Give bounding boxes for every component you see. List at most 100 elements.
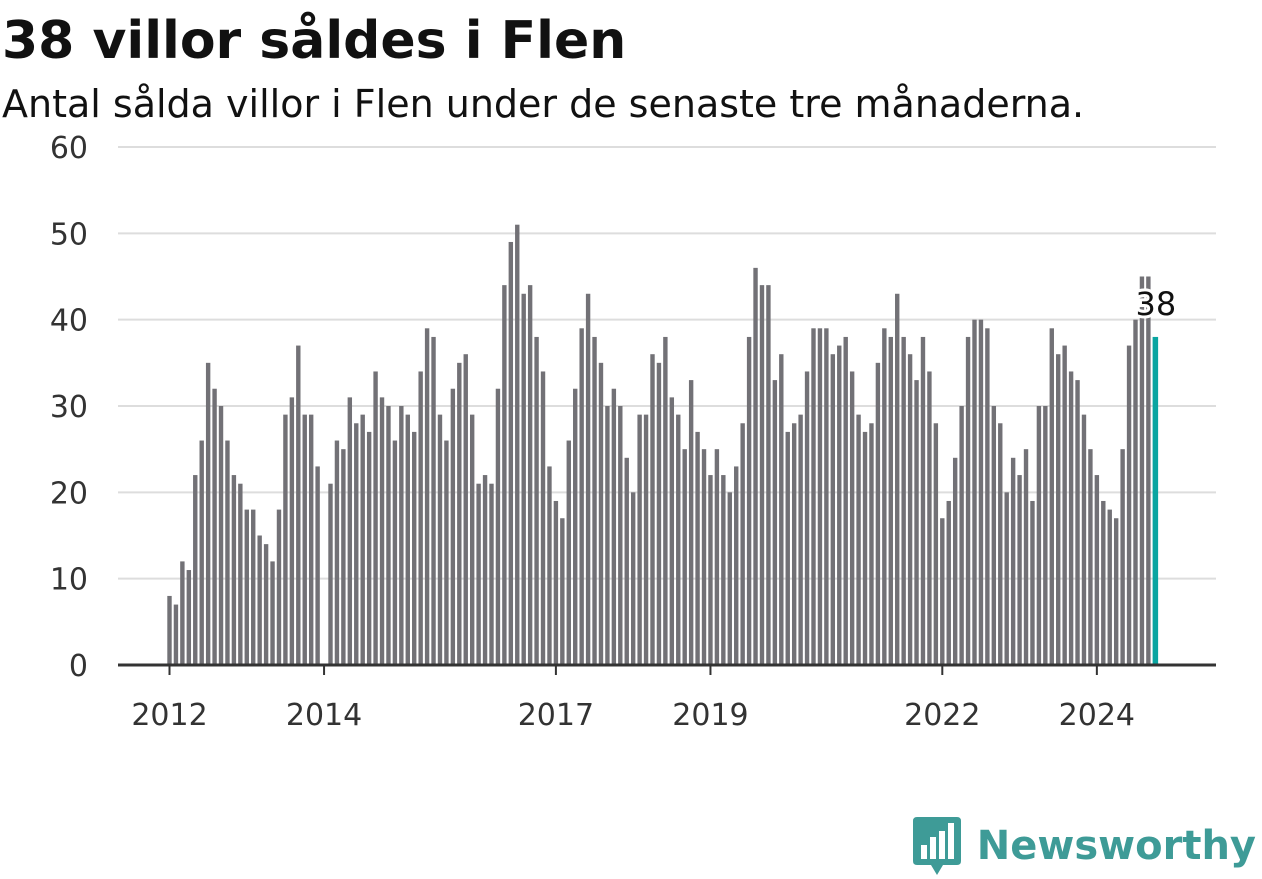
bar bbox=[721, 475, 726, 665]
x-tick-label: 2017 bbox=[518, 698, 594, 733]
bar bbox=[785, 431, 790, 665]
bar bbox=[399, 406, 404, 665]
bar-highlight bbox=[1152, 336, 1159, 665]
x-axis-tick-labels: 2012 2014 2017 2019 2022 2024 bbox=[131, 698, 1135, 733]
bar bbox=[482, 475, 488, 665]
bar bbox=[579, 328, 584, 665]
bar bbox=[972, 319, 977, 665]
bar bbox=[1056, 354, 1061, 665]
bar bbox=[1126, 345, 1132, 665]
bar bbox=[753, 267, 758, 665]
bar bbox=[585, 293, 591, 665]
bar bbox=[746, 336, 752, 665]
bar bbox=[1101, 500, 1106, 665]
bar bbox=[173, 604, 179, 665]
bar bbox=[386, 406, 391, 665]
bar-series bbox=[167, 224, 1159, 665]
bar bbox=[199, 440, 204, 665]
bar bbox=[927, 371, 932, 665]
x-tick-label: 2019 bbox=[672, 698, 748, 733]
bar bbox=[553, 500, 559, 665]
bar bbox=[515, 224, 520, 665]
bar bbox=[1081, 414, 1087, 665]
bar bbox=[1133, 319, 1138, 665]
x-axis bbox=[118, 663, 1216, 675]
bar bbox=[457, 362, 462, 665]
bar bbox=[212, 388, 217, 665]
bar bbox=[412, 431, 417, 665]
bar bbox=[940, 518, 945, 665]
bar bbox=[431, 336, 436, 665]
bar bbox=[1023, 449, 1029, 665]
bar bbox=[244, 509, 249, 665]
bar bbox=[914, 380, 919, 665]
bar bbox=[952, 457, 958, 665]
y-tick-label: 50 bbox=[50, 217, 88, 252]
bar bbox=[1075, 380, 1080, 665]
x-tick-label: 2024 bbox=[1059, 698, 1135, 733]
bar bbox=[650, 354, 655, 665]
bar bbox=[521, 293, 526, 665]
bar bbox=[508, 241, 514, 665]
bar bbox=[946, 500, 951, 665]
bar bbox=[186, 570, 192, 665]
bar bbox=[566, 440, 571, 665]
bar bbox=[1120, 449, 1125, 665]
bar bbox=[392, 440, 398, 665]
bar bbox=[534, 336, 539, 665]
bar bbox=[624, 457, 629, 665]
bar bbox=[489, 483, 494, 665]
bar bbox=[1107, 509, 1112, 665]
bar bbox=[502, 285, 507, 665]
bar bbox=[862, 431, 868, 665]
bar bbox=[901, 336, 906, 665]
bar bbox=[714, 449, 720, 665]
bar bbox=[276, 509, 282, 665]
bar bbox=[682, 449, 687, 665]
bar bbox=[1043, 406, 1048, 665]
bar bbox=[373, 371, 378, 665]
y-tick-label: 40 bbox=[50, 304, 88, 339]
bar bbox=[1036, 406, 1042, 665]
bar bbox=[205, 362, 211, 665]
bar bbox=[418, 371, 423, 665]
bar bbox=[766, 285, 771, 665]
bar bbox=[540, 371, 546, 665]
bar bbox=[469, 414, 475, 665]
bar bbox=[978, 319, 984, 665]
bar bbox=[998, 423, 1003, 665]
bar bbox=[708, 475, 713, 665]
bar bbox=[270, 561, 275, 665]
bar bbox=[1068, 371, 1074, 665]
y-tick-label: 60 bbox=[50, 131, 88, 166]
bar bbox=[231, 475, 237, 665]
x-tick-label: 2022 bbox=[904, 698, 980, 733]
bar bbox=[856, 414, 861, 665]
y-tick-label: 10 bbox=[50, 563, 88, 598]
bar bbox=[334, 440, 340, 665]
bar bbox=[907, 354, 913, 665]
bar bbox=[495, 388, 501, 665]
newsworthy-logo: Newsworthy bbox=[912, 817, 1256, 875]
bar bbox=[424, 328, 430, 665]
bar bbox=[933, 423, 939, 665]
bar bbox=[991, 406, 997, 665]
bar bbox=[734, 466, 739, 665]
last-value-label: 38 bbox=[1135, 285, 1176, 323]
bar bbox=[592, 336, 597, 665]
y-tick-label: 0 bbox=[69, 649, 88, 684]
bar bbox=[366, 431, 372, 665]
bar bbox=[283, 414, 288, 665]
bar bbox=[811, 328, 816, 665]
bar bbox=[804, 371, 810, 665]
bar bbox=[315, 466, 320, 665]
bar bbox=[328, 483, 333, 665]
bar bbox=[740, 423, 745, 665]
bar bbox=[663, 336, 668, 665]
bar bbox=[888, 336, 893, 665]
bar bbox=[965, 336, 971, 665]
bar bbox=[225, 440, 230, 665]
bar bbox=[637, 414, 642, 665]
bar bbox=[1088, 449, 1093, 665]
